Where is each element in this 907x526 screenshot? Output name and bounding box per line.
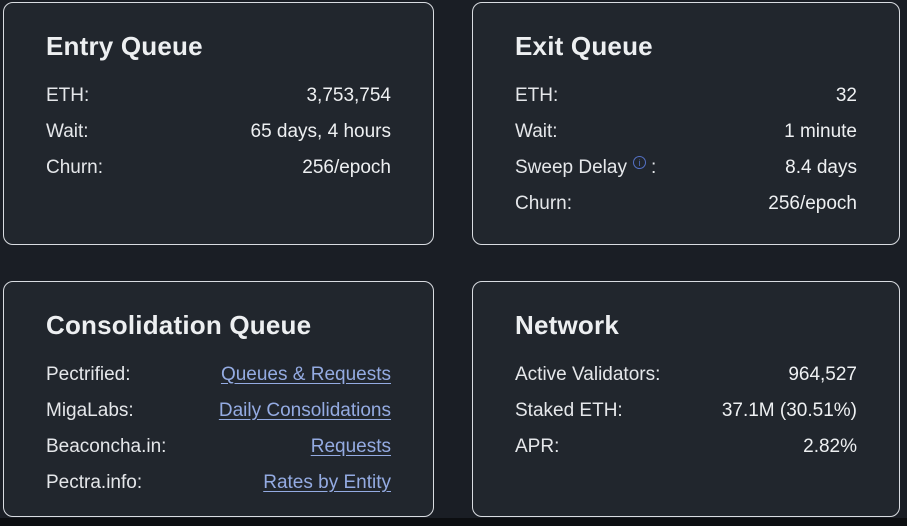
stat-value: 1 minute: [784, 121, 857, 142]
stat-row: Churn: 256/epoch: [46, 150, 391, 186]
stat-label: MigaLabs:: [46, 393, 134, 429]
stat-row: Staked ETH: 37.1M (30.51%): [515, 393, 857, 429]
stat-label: Wait:: [46, 114, 89, 150]
card-consolidation-queue: Consolidation Queue Pectrified: Queues & R…: [3, 281, 434, 517]
stat-label-text: Churn:: [46, 157, 104, 178]
card-entry-queue: Entry Queue ETH: 3,753,754 Wait: 65 days, 4 …: [3, 2, 434, 245]
stat-label-text: Active Validators:: [515, 364, 661, 385]
stat-row: APR: 2.82%: [515, 429, 857, 465]
card-title: Entry Queue: [46, 31, 203, 61]
card-exit-queue: Exit Queue ETH: 32 Wait: 1 minute Sweep Delay…: [472, 2, 900, 245]
stat-label-text: Pectrified:: [46, 364, 131, 385]
stat-label: ETH:: [46, 78, 89, 114]
stat-label-text: ETH:: [46, 85, 90, 106]
stat-label: Churn:: [46, 150, 103, 186]
card-network: Network Active Validators: 964,527 Staked E…: [472, 281, 900, 517]
stat-label-text: APR:: [515, 436, 560, 457]
stat-label: Wait:: [515, 114, 558, 150]
stat-row: Pectra.info: Rates by Entity: [46, 465, 391, 501]
stat-value: 37.1M (30.51%): [721, 400, 857, 421]
stat-label-text: Staked ETH:: [515, 400, 623, 421]
stat-row: ETH: 32: [515, 78, 857, 114]
stat-value: 65 days, 4 hours: [250, 121, 391, 142]
stat-label-text: Beaconcha.in:: [46, 436, 167, 457]
stat-label-text: Pectra.info:: [46, 472, 143, 493]
stat-value: 964,527: [788, 364, 857, 385]
stat-label-suffix: :: [650, 157, 657, 178]
card-title: Network: [515, 310, 619, 340]
stat-row: Churn: 256/epoch: [515, 186, 857, 222]
stat-value: 256/epoch: [302, 157, 391, 178]
stat-label-text: ETH:: [515, 85, 559, 106]
stat-row: Pectrified: Queues & Requests: [46, 357, 391, 393]
stat-row: Wait: 65 days, 4 hours: [46, 114, 391, 150]
stat-label: APR:: [515, 429, 559, 465]
stat-value: 32: [835, 85, 857, 106]
stat-label-text: Wait:: [46, 121, 89, 142]
stat-label-text: MigaLabs:: [46, 400, 134, 421]
stat-link-daily-consolidations[interactable]: Daily Consolidations: [218, 400, 391, 421]
stat-label-text: Wait:: [515, 121, 558, 142]
stat-label-text: Churn:: [515, 193, 573, 214]
stat-row: Wait: 1 minute: [515, 114, 857, 150]
stat-row: MigaLabs: Daily Consolidations: [46, 393, 391, 429]
stat-label: Pectrified:: [46, 357, 130, 393]
stat-link-queues-requests[interactable]: Queues & Requests: [220, 364, 391, 385]
stat-label: Active Validators:: [515, 357, 660, 393]
card-title: Consolidation Queue: [46, 310, 312, 340]
stat-label-text: Sweep Delay: [515, 157, 627, 178]
stat-value: 8.4 days: [785, 157, 857, 178]
card-title: Exit Queue: [515, 31, 653, 61]
stat-label: Staked ETH:: [515, 393, 623, 429]
stat-value: 2.82%: [803, 436, 857, 457]
stat-label: Sweep Delay i:: [515, 150, 656, 186]
stat-value: 256/epoch: [768, 193, 857, 214]
stat-label: Churn:: [515, 186, 572, 222]
bottom-strip: [0, 518, 907, 526]
stat-label: Beaconcha.in:: [46, 429, 166, 465]
stat-label: ETH:: [515, 78, 558, 114]
stat-row: Sweep Delay i: 8.4 days: [515, 150, 857, 186]
stat-link-rates-by-entity[interactable]: Rates by Entity: [263, 472, 391, 493]
info-icon[interactable]: i: [632, 156, 646, 169]
stat-row: Beaconcha.in: Requests: [46, 429, 391, 465]
stat-row: Active Validators: 964,527: [515, 357, 857, 393]
stat-row: ETH: 3,753,754: [46, 78, 391, 114]
stat-value: 3,753,754: [306, 85, 391, 106]
stat-link-requests[interactable]: Requests: [310, 436, 391, 457]
stat-label: Pectra.info:: [46, 465, 142, 501]
